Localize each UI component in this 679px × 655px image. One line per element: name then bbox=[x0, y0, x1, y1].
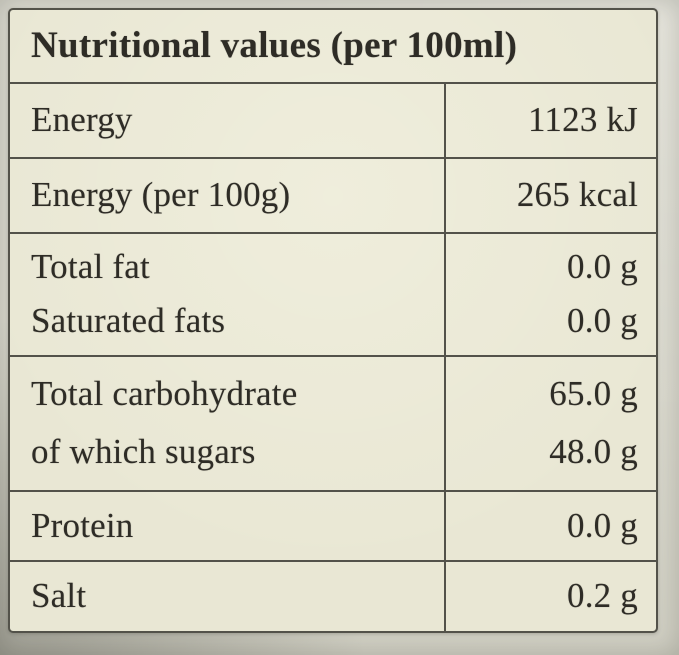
nutrient-value-cell: 265 kcal bbox=[444, 159, 656, 232]
nutrient-value: 65.0 g bbox=[549, 373, 638, 413]
table-title: Nutritional values (per 100ml) bbox=[31, 25, 518, 67]
nutrient-name-cell: Salt bbox=[10, 562, 444, 631]
nutrient-value: 0.2 g bbox=[567, 576, 638, 616]
nutritional-values-table: Nutritional values (per 100ml) Energy 11… bbox=[8, 8, 658, 633]
table-row: Total carbohydrate of which sugars 65.0 … bbox=[10, 355, 656, 490]
nutrient-name-cell: Energy bbox=[10, 84, 444, 157]
nutrient-value: 265 kcal bbox=[516, 175, 638, 215]
table-row: Energy 1123 kJ bbox=[10, 82, 656, 157]
nutrient-name: Energy bbox=[31, 100, 133, 140]
table-row: Salt 0.2 g bbox=[10, 560, 656, 631]
nutrient-value: 0.0 g bbox=[567, 301, 638, 341]
nutrient-name: Total fat bbox=[31, 246, 150, 286]
nutrient-name: Protein bbox=[31, 505, 134, 545]
nutrient-name-cell: Total carbohydrate of which sugars bbox=[10, 357, 444, 490]
nutrient-value: 1123 kJ bbox=[528, 100, 638, 140]
nutrient-value-cell: 0.2 g bbox=[444, 562, 656, 631]
table-title-cell: Nutritional values (per 100ml) bbox=[10, 10, 656, 82]
table-row: Energy (per 100g) 265 kcal bbox=[10, 157, 656, 232]
nutrient-name-cell: Protein bbox=[10, 492, 444, 560]
nutrient-name: Energy (per 100g) bbox=[31, 175, 291, 215]
nutrient-name: Saturated fats bbox=[31, 301, 226, 341]
table-row: Total fat Saturated fats 0.0 g 0.0 g bbox=[10, 232, 656, 355]
nutrient-value-cell: 0.0 g 0.0 g bbox=[444, 234, 656, 355]
nutrient-value: 0.0 g bbox=[567, 246, 638, 286]
nutrient-value: 0.0 g bbox=[567, 505, 638, 545]
nutrient-value: 48.0 g bbox=[549, 432, 638, 472]
nutrient-name: Salt bbox=[31, 576, 87, 616]
nutrient-value-cell: 0.0 g bbox=[444, 492, 656, 560]
nutrient-value-cell: 65.0 g 48.0 g bbox=[444, 357, 656, 490]
nutrient-name: of which sugars bbox=[31, 432, 256, 472]
nutrient-name-cell: Energy (per 100g) bbox=[10, 159, 444, 232]
table-header-row: Nutritional values (per 100ml) bbox=[10, 10, 656, 82]
nutrient-value-cell: 1123 kJ bbox=[444, 84, 656, 157]
nutrient-name-cell: Total fat Saturated fats bbox=[10, 234, 444, 355]
nutrient-name: Total carbohydrate bbox=[31, 373, 298, 413]
table-row: Protein 0.0 g bbox=[10, 490, 656, 560]
